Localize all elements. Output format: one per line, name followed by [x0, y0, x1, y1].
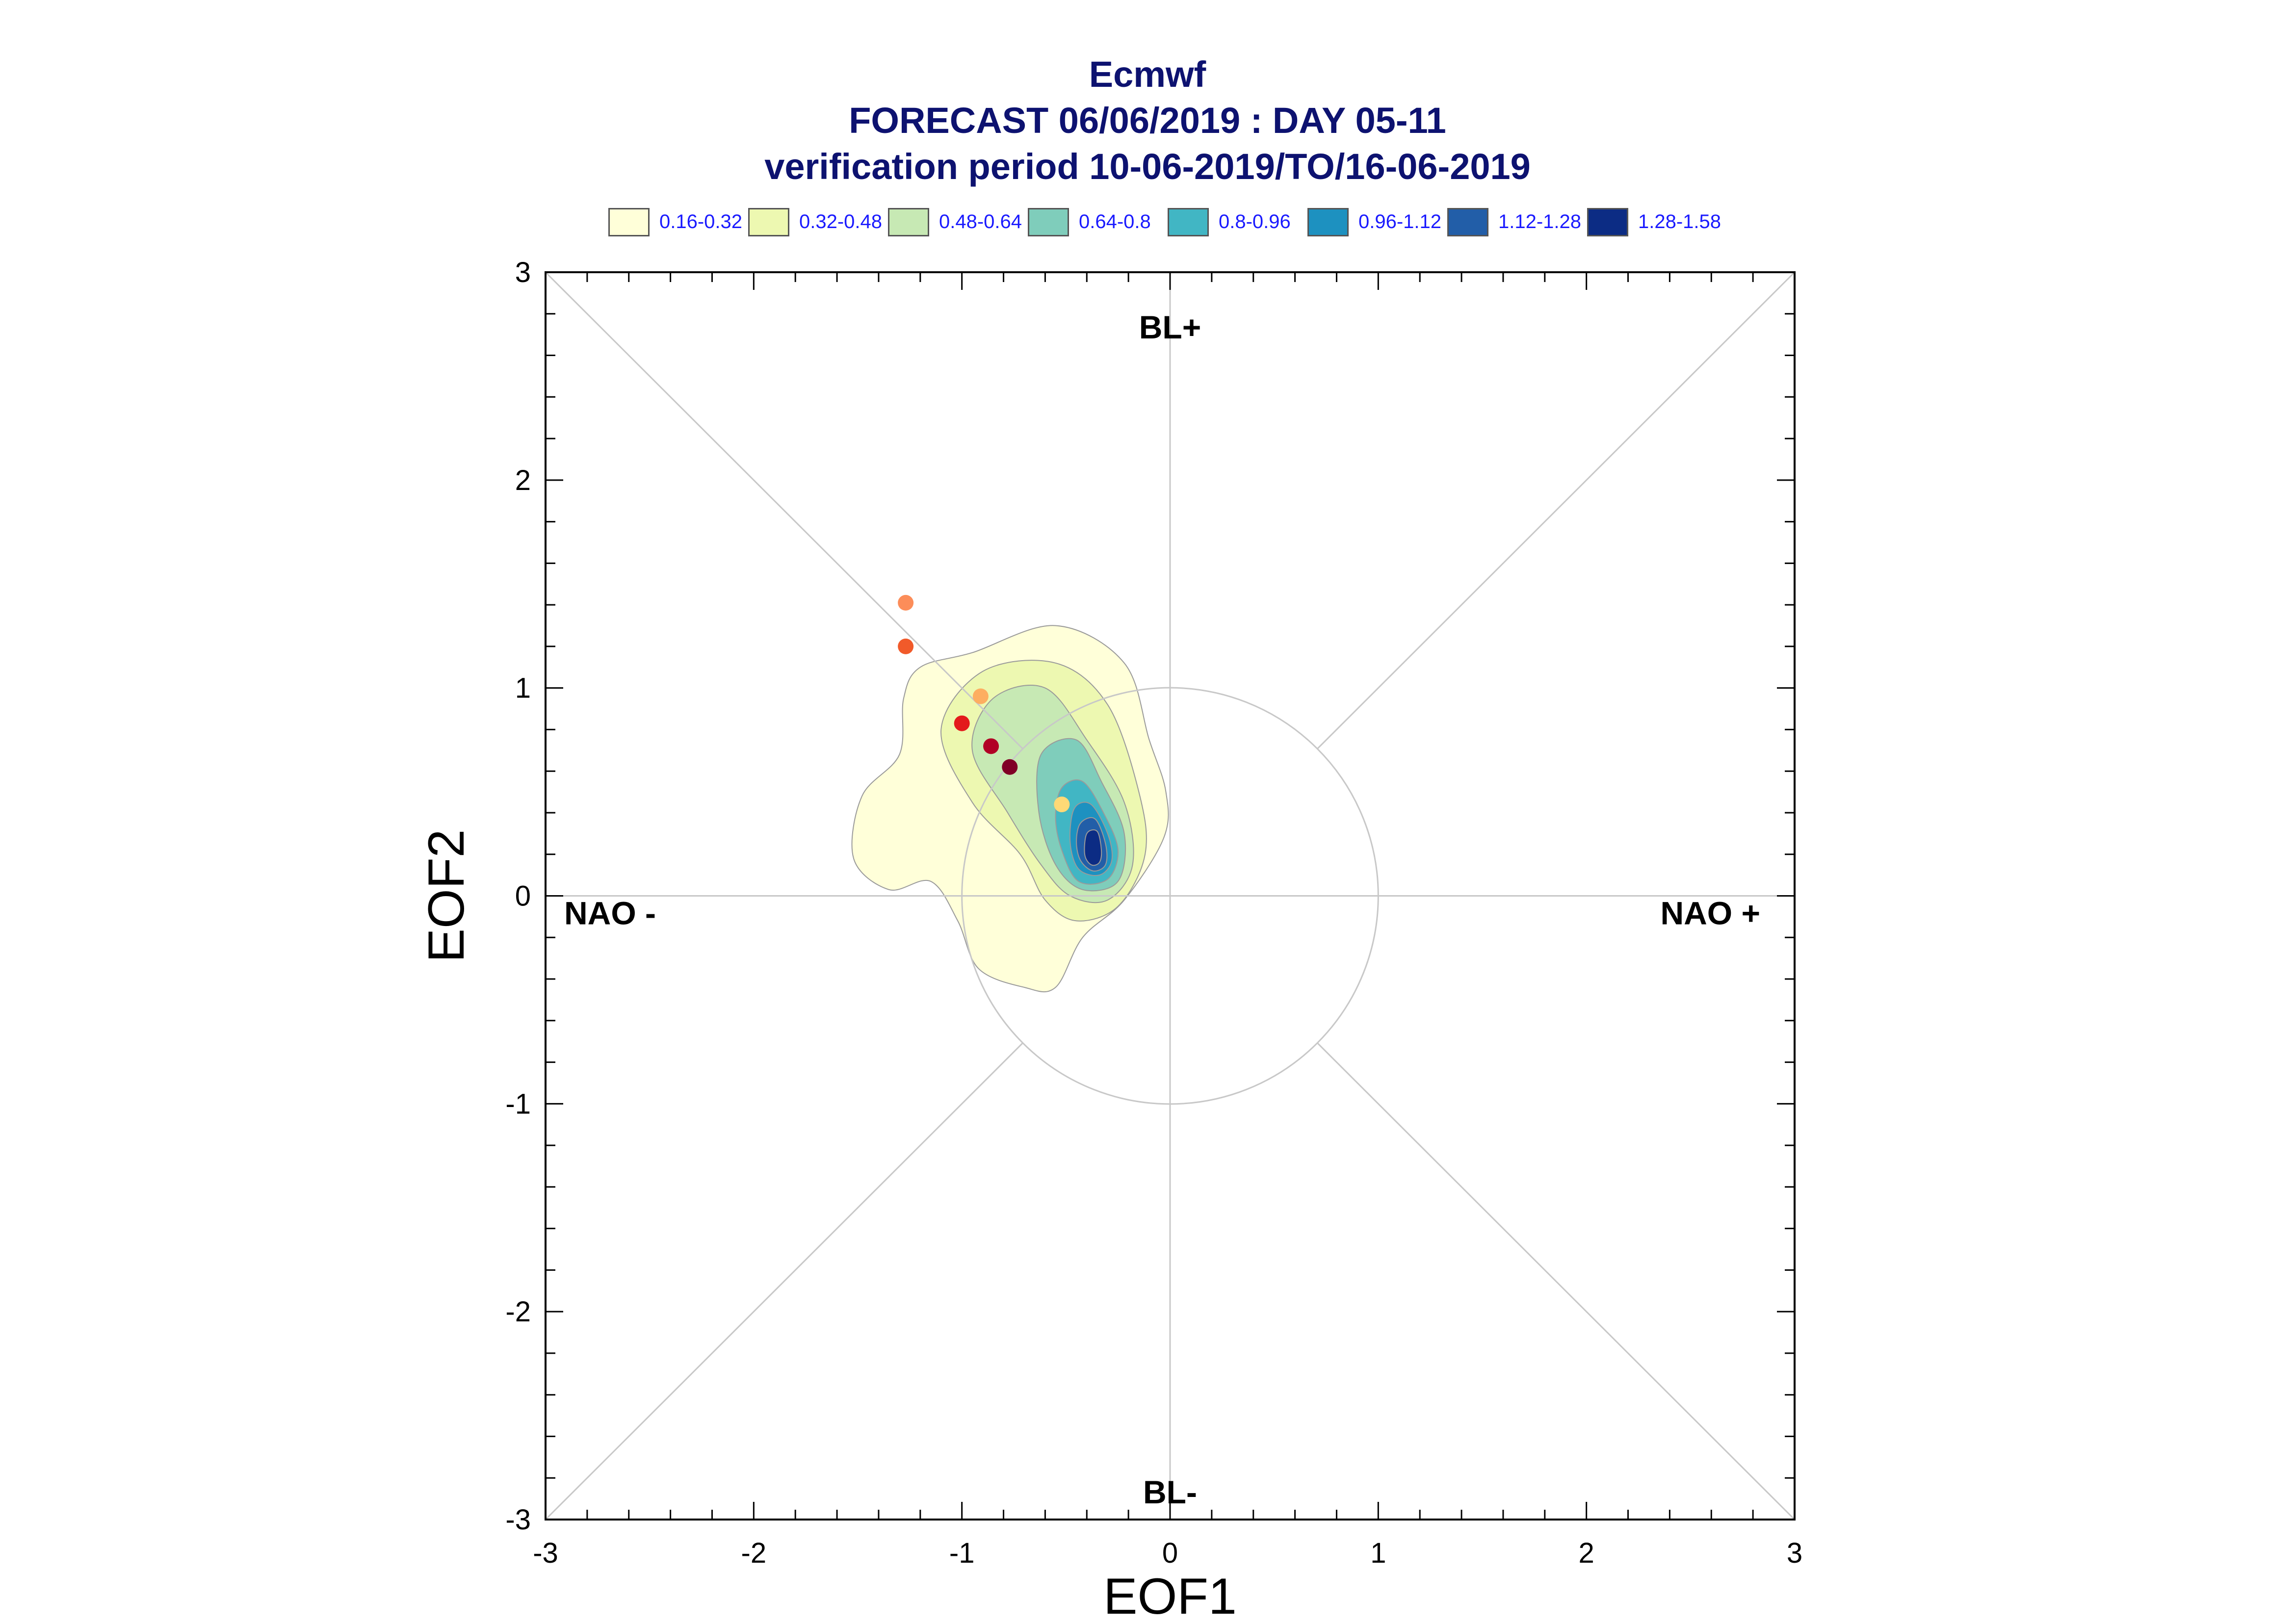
x-axis-title: EOF1 [1103, 1568, 1237, 1624]
x-tick-label: -1 [949, 1537, 975, 1569]
x-tick-label: 2 [1579, 1537, 1594, 1569]
density-contours [851, 625, 1169, 993]
regime-label-bottom: BL- [1143, 1474, 1197, 1510]
data-point-4 [954, 715, 970, 731]
axes: -3 -2 -1 0 1 2 3 -3 -2 -1 0 1 2 3 EOF1 EOF2 [418, 257, 1802, 1624]
legend-label: 1.12-1.28 [1498, 211, 1582, 232]
legend-swatch [1447, 208, 1488, 236]
y-tick-label: 3 [515, 257, 531, 288]
legend-swatch [1168, 208, 1209, 236]
legend-label: 0.16-0.32 [659, 211, 743, 232]
legend-label: 0.32-0.48 [799, 211, 883, 232]
legend-label: 1.28-1.58 [1638, 211, 1721, 232]
y-tick-label: -2 [505, 1296, 531, 1328]
y-tick-label: -3 [505, 1504, 531, 1536]
legend-swatch [1028, 208, 1069, 236]
y-tick-label: 1 [515, 672, 531, 704]
legend-swatch [608, 208, 650, 236]
regime-label-right: NAO + [1660, 895, 1760, 931]
y-tick-label: -1 [505, 1088, 531, 1120]
y-tick-label: 2 [515, 464, 531, 496]
forecast-points [898, 594, 1070, 813]
y-tick-label: 0 [515, 880, 531, 912]
title-line-1: Ecmwf [1089, 54, 1206, 95]
y-axis-title: EOF2 [418, 829, 475, 963]
data-point-7 [1054, 797, 1070, 813]
data-point-6 [1002, 759, 1018, 775]
legend-swatch [888, 208, 929, 236]
diagonal-line-4 [545, 1042, 1024, 1521]
reference-lines [545, 271, 1796, 1521]
x-tick-label: 3 [1787, 1537, 1802, 1569]
regime-label-top: BL+ [1139, 309, 1201, 345]
legend-swatch [748, 208, 789, 236]
regime-labels: BL+ BL- NAO - NAO + [564, 309, 1760, 1510]
x-tick-label: -3 [533, 1537, 558, 1569]
data-point-2 [898, 638, 914, 654]
x-tick-label: 1 [1370, 1537, 1386, 1569]
chart-title: Ecmwf FORECAST 06/06/2019 : DAY 05-11 ve… [0, 52, 2295, 190]
x-tick-label: -2 [741, 1537, 767, 1569]
x-tick-label: 0 [1162, 1537, 1178, 1569]
legend-swatch [1307, 208, 1349, 236]
data-point-5 [983, 738, 999, 754]
diagonal-line-3 [1316, 1042, 1796, 1521]
density-contour-8 [1084, 829, 1102, 866]
title-line-2: FORECAST 06/06/2019 : DAY 05-11 [849, 100, 1446, 141]
data-point-1 [898, 594, 914, 611]
diagonal-line-1 [1316, 271, 1796, 749]
title-line-3: verification period 10-06-2019/TO/16-06-… [764, 146, 1531, 187]
legend-swatch [1587, 208, 1628, 236]
legend-label: 0.64-0.8 [1079, 211, 1151, 232]
legend-label: 0.96-1.12 [1358, 211, 1442, 232]
legend-label: 0.8-0.96 [1219, 211, 1291, 232]
regime-label-left: NAO - [564, 895, 656, 931]
data-point-3 [972, 688, 989, 704]
legend-label: 0.48-0.64 [939, 211, 1022, 232]
legend: 0.16-0.32 0.32-0.48 0.48-0.64 0.64-0.8 0.8-0… [608, 206, 1786, 240]
diagonal-line-2 [545, 271, 1024, 749]
